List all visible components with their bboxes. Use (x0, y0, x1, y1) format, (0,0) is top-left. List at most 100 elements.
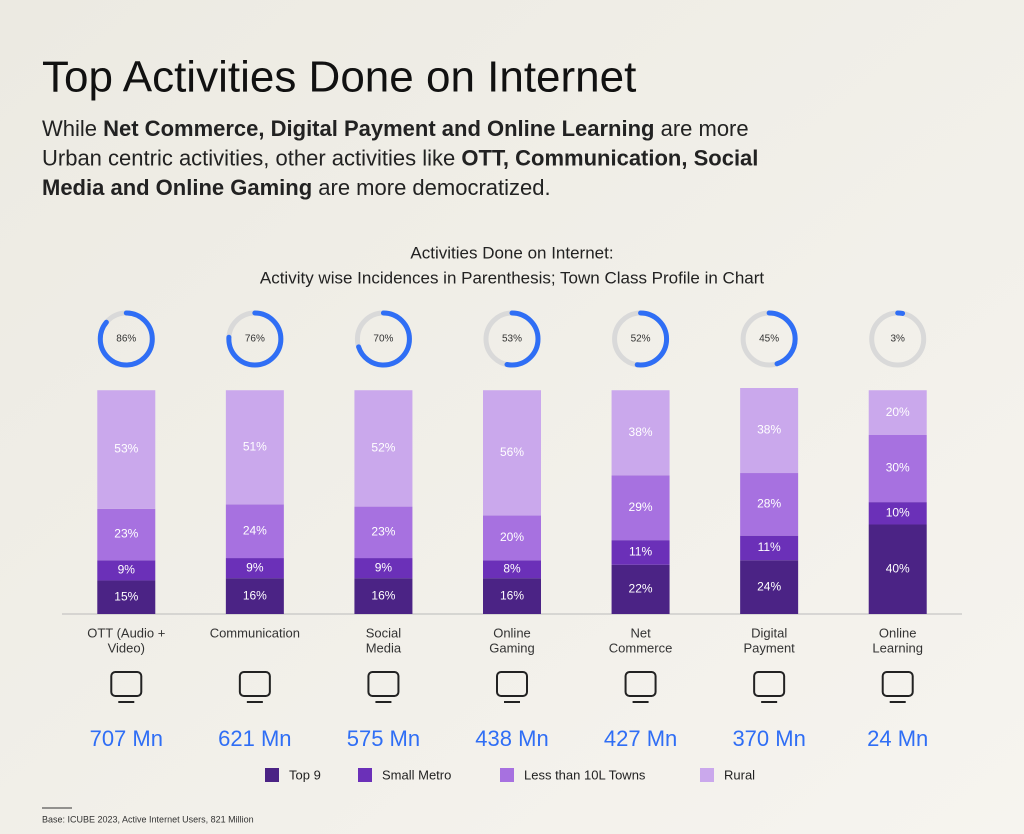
chart-subtitle: Activity wise Incidences in Parenthesis;… (260, 268, 765, 287)
bar-value-label: 16% (243, 588, 267, 602)
user-count: 24 Mn (867, 726, 928, 751)
bar-segment (611, 564, 670, 614)
bar-segment (483, 578, 541, 614)
legend-label: Less than 10L Towns (524, 767, 646, 782)
bar-value-label: 52% (371, 441, 395, 455)
bar-segment (354, 558, 413, 579)
bar-segment (97, 580, 156, 614)
bar-value-label: 51% (243, 439, 267, 453)
bar-segment (740, 560, 799, 614)
donut-arc (483, 310, 541, 368)
donut-label: 86% (116, 334, 136, 345)
x-tick-label: Social (366, 625, 402, 640)
user-count: 575 Mn (347, 726, 420, 751)
user-count: 621 Mn (218, 726, 291, 751)
activity-icon (624, 671, 657, 703)
x-tick-label: Net (630, 625, 651, 640)
icon-frame (238, 671, 271, 697)
bar-segment (868, 502, 927, 525)
subtitle-segment: Urban centric activities, other activiti… (42, 145, 461, 170)
donut-arc (612, 310, 670, 368)
x-tick-label: Digital (751, 625, 787, 640)
legend-swatch (358, 768, 372, 782)
bar-value-label: 53% (114, 442, 138, 456)
bar-value-label: 40% (886, 561, 910, 575)
donut-label: 45% (759, 334, 779, 345)
bar-value-label: 24% (243, 523, 267, 537)
subtitle-line: While Net Commerce, Digital Payment and … (42, 116, 749, 141)
icon-frame (496, 671, 528, 697)
bar-segment (611, 475, 670, 541)
subtitle-segment: Net Commerce, Digital Payment and Online… (103, 116, 654, 141)
bar-value-label: 16% (371, 588, 395, 602)
bar-segment (740, 535, 799, 561)
activity-icon (238, 671, 271, 703)
bar-value-label: 30% (886, 461, 910, 475)
x-tick-label: Online (879, 625, 917, 640)
bar-segment (483, 515, 541, 561)
bar-value-label: 22% (629, 582, 653, 596)
bar-value-label: 24% (757, 579, 781, 593)
bar-value-label: 9% (246, 560, 264, 574)
legend-swatch (700, 768, 714, 782)
x-tick-label: Media (366, 640, 402, 655)
footnote: Base: ICUBE 2023, Active Internet Users,… (42, 814, 254, 824)
donut-arc (354, 310, 412, 368)
user-count: 427 Mn (604, 726, 677, 751)
donut-arc (226, 310, 284, 368)
icon-frame (624, 671, 657, 697)
bar-segment (97, 560, 156, 581)
activity-icon (367, 671, 400, 703)
activity-icon (110, 671, 143, 703)
bar-segment (868, 524, 927, 614)
user-count: 438 Mn (475, 726, 548, 751)
subtitle-segment: While (42, 116, 103, 141)
x-tick-label: Learning (872, 640, 923, 655)
bar-value-label: 9% (375, 560, 393, 574)
bar-segment (868, 390, 927, 435)
donut-label: 70% (373, 334, 393, 345)
icon-frame (753, 671, 786, 697)
bar-segment (868, 434, 927, 503)
donut-arc (740, 310, 798, 368)
activity-icon (753, 671, 786, 703)
x-tick-label: Communication (210, 625, 300, 640)
x-tick-label: Commerce (609, 640, 673, 655)
bar-segment (740, 388, 799, 474)
plot: Activities Done on Internet: Activity wis… (62, 243, 962, 782)
bar-segment (483, 390, 541, 516)
chart-title: Top Activities Done on Internet (42, 53, 636, 102)
bar-segment (225, 504, 284, 559)
bar-segment (354, 506, 413, 559)
bar-value-label: 56% (500, 445, 524, 459)
user-count: 707 Mn (90, 726, 163, 751)
bar-value-label: 9% (118, 563, 136, 577)
bar-segment (483, 560, 541, 579)
bar-segment (225, 558, 284, 579)
x-tick-label: Payment (743, 640, 795, 655)
legend-label: Rural (724, 767, 755, 782)
activity-icon (881, 671, 914, 703)
bar-segment (611, 540, 670, 565)
bar-segment (354, 578, 413, 614)
x-tick-label: Video) (108, 640, 145, 655)
subtitle: While Net Commerce, Digital Payment and … (42, 116, 758, 200)
legend-label: Top 9 (289, 767, 321, 782)
donut-arc (97, 310, 155, 368)
bar-segment (611, 390, 670, 476)
bar-value-label: 15% (114, 589, 138, 603)
donut-label: 52% (631, 334, 651, 345)
bar-value-label: 20% (886, 405, 910, 419)
chart-subtitle: Activities Done on Internet: (410, 243, 613, 262)
x-tick-label: OTT (Audio + (87, 625, 165, 640)
bar-value-label: 29% (629, 500, 653, 514)
x-tick-label: Online (493, 625, 531, 640)
bar-value-label: 11% (629, 545, 652, 559)
bar-value-label: 28% (757, 497, 781, 511)
bar-segment (740, 473, 799, 536)
legend-label: Small Metro (382, 767, 451, 782)
bar-segment (97, 390, 156, 509)
bar-value-label: 23% (114, 527, 138, 541)
